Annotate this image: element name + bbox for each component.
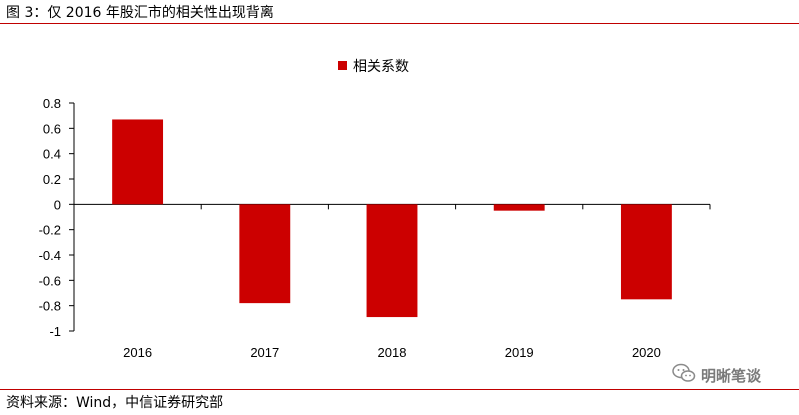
watermark-text: 明晰笔谈 bbox=[701, 366, 762, 385]
bar-2020 bbox=[620, 204, 672, 300]
y-tick-label: 0.8 bbox=[43, 96, 61, 111]
y-tick-label: 0 bbox=[54, 197, 61, 212]
bar-2017 bbox=[239, 204, 291, 304]
y-tick-label: 0.4 bbox=[43, 147, 61, 162]
x-tick-labels: 2016 2017 2018 2019 2020 bbox=[123, 345, 661, 360]
x-tick-label: 2016 bbox=[123, 345, 152, 360]
title-divider bbox=[0, 23, 799, 24]
figure-title: 图 3：仅 2016 年股汇市的相关性出现背离 bbox=[6, 5, 274, 21]
bar-chart: 相关系数 0.8 0.6 0.4 0.2 0 -0.2 -0.4 -0.6 -0.8 -1 201… bbox=[39, 59, 711, 360]
bars bbox=[112, 119, 672, 318]
x-tick-label: 2017 bbox=[250, 345, 279, 360]
y-tick-label: -0.6 bbox=[39, 273, 61, 288]
y-tick-label: -1 bbox=[49, 324, 61, 339]
footer-divider bbox=[0, 389, 799, 390]
source-note: 资料来源：Wind，中信证券研究部 bbox=[6, 395, 224, 411]
y-tick-label: 0.2 bbox=[43, 172, 61, 187]
y-tick-label: -0.2 bbox=[39, 223, 61, 238]
x-tick-label: 2019 bbox=[505, 345, 534, 360]
y-axis: 0.8 0.6 0.4 0.2 0 -0.2 -0.4 -0.6 -0.8 -1 bbox=[39, 96, 75, 339]
x-tick-label: 2018 bbox=[378, 345, 407, 360]
bar-2018 bbox=[366, 204, 418, 318]
legend-swatch bbox=[338, 61, 347, 70]
legend-label: 相关系数 bbox=[353, 59, 409, 75]
watermark: 明晰笔谈 bbox=[672, 363, 762, 387]
y-tick-label: 0.6 bbox=[43, 121, 61, 136]
bar-2016 bbox=[112, 119, 164, 205]
legend: 相关系数 bbox=[338, 59, 409, 75]
y-tick-label: -0.4 bbox=[39, 248, 61, 263]
y-tick-label: -0.8 bbox=[39, 299, 61, 314]
wechat-icon bbox=[672, 363, 696, 387]
bar-2019 bbox=[493, 204, 545, 211]
x-tick-label: 2020 bbox=[632, 345, 661, 360]
